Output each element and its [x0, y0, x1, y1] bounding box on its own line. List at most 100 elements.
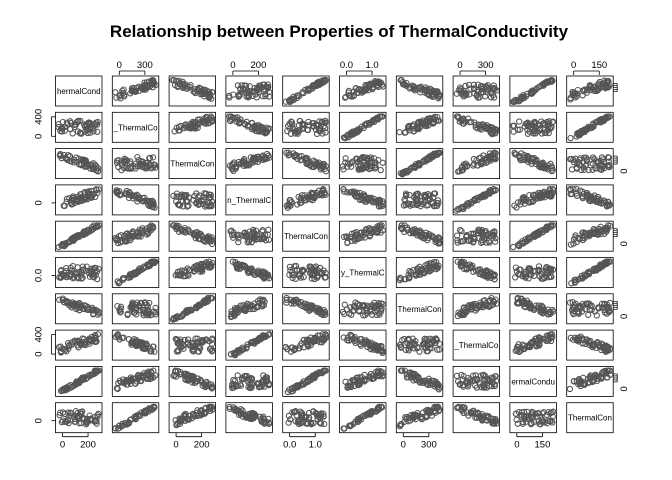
scatter-point — [549, 185, 557, 193]
scatter-point — [119, 334, 126, 342]
scatter-point — [116, 308, 124, 316]
scatter-panel — [566, 257, 614, 288]
scatter-point — [310, 373, 317, 380]
scatter-point — [313, 122, 321, 129]
scatter-point — [343, 132, 351, 140]
scatter-point — [511, 151, 519, 158]
scatter-panel — [566, 220, 614, 252]
scatter-point — [466, 237, 473, 244]
scatter-point — [74, 409, 81, 417]
point-cloud — [339, 299, 386, 319]
scatter-point — [238, 82, 245, 89]
scatter-point — [522, 274, 529, 281]
scatter-panel — [111, 402, 160, 434]
panel-frame — [452, 184, 501, 216]
scatter-panel — [282, 402, 330, 434]
scatter-point — [488, 124, 495, 131]
scatter-point — [368, 162, 375, 170]
scatter-point — [353, 155, 361, 163]
scatter-point — [402, 192, 410, 200]
scatter-point — [483, 154, 491, 161]
scatter-point — [464, 303, 471, 310]
panel-frame — [452, 293, 501, 325]
scatter-point — [472, 375, 479, 383]
scatter-point — [352, 299, 359, 306]
scatter-point — [542, 129, 549, 136]
scatter-point — [460, 258, 468, 266]
panels: hermalCond_ThermalCoThermalConn_ThermalC… — [55, 75, 614, 434]
scatter-point — [81, 163, 89, 170]
scatter-point — [411, 345, 418, 352]
scatter-point — [149, 201, 157, 208]
scatter-point — [464, 199, 472, 207]
scatter-point — [178, 371, 185, 378]
scatter-point — [76, 269, 83, 276]
scatter-point — [414, 119, 421, 127]
scatter-point — [533, 335, 540, 342]
point-cloud — [400, 190, 442, 210]
scatter-point — [371, 159, 378, 166]
panel-frame — [452, 220, 501, 252]
point-cloud — [283, 294, 329, 318]
point-cloud — [396, 113, 443, 136]
scatter-point — [250, 411, 257, 418]
scatter-point — [357, 342, 365, 349]
scatter-point — [201, 93, 208, 100]
scatter-point — [202, 120, 209, 127]
scatter-point — [177, 343, 184, 350]
point-cloud — [114, 258, 159, 287]
scatter-point — [248, 267, 255, 274]
scatter-point — [292, 262, 300, 270]
point-cloud — [340, 222, 386, 247]
scatter-point — [244, 121, 252, 129]
scatter-panel — [395, 111, 444, 143]
scatter-point — [300, 89, 307, 97]
point-cloud — [113, 367, 159, 393]
scatter-point — [418, 231, 425, 239]
scatter-point — [179, 84, 187, 92]
scatter-point — [84, 129, 91, 137]
diagonal-panel: n_ThermalC — [225, 184, 273, 216]
scatter-point — [365, 161, 372, 169]
panel-frame — [339, 257, 387, 288]
panel-frame — [111, 402, 160, 434]
scatter-point — [206, 115, 213, 122]
scatter-point — [84, 415, 91, 423]
scatter-point — [245, 238, 253, 245]
panel-frame — [566, 184, 614, 216]
scatter-point — [233, 406, 240, 413]
scatter-point — [94, 118, 101, 126]
scatter-point — [235, 92, 243, 100]
panel-frame — [509, 220, 557, 252]
scatter-point — [471, 90, 478, 97]
scatter-panel — [282, 184, 330, 216]
scatter-point — [577, 380, 584, 387]
scatter-point — [346, 310, 353, 317]
scatter-point — [209, 406, 216, 413]
scatter-point — [521, 271, 528, 278]
scatter-point — [78, 197, 85, 205]
scatter-point — [480, 192, 487, 199]
scatter-point — [453, 232, 461, 239]
scatter-point — [291, 385, 299, 392]
scatter-point — [510, 122, 518, 129]
scatter-point — [542, 335, 549, 342]
scatter-point — [79, 274, 86, 281]
scatter-point — [199, 200, 207, 208]
scatter-point — [403, 224, 411, 231]
scatter-point — [470, 238, 477, 245]
scatter-point — [379, 113, 386, 120]
scatter-point — [462, 82, 469, 90]
point-cloud — [340, 331, 386, 357]
diagonal-label: hermalCond — [57, 87, 101, 96]
scatter-point — [58, 128, 66, 135]
scatter-point — [200, 260, 207, 268]
scatter-point — [74, 379, 82, 386]
scatter-point — [203, 113, 210, 121]
panel-frame — [395, 148, 444, 180]
scatter-point — [209, 383, 216, 390]
scatter-point — [585, 166, 592, 174]
scatter-point — [62, 241, 69, 248]
point-cloud — [169, 77, 216, 102]
point-cloud — [512, 331, 556, 356]
